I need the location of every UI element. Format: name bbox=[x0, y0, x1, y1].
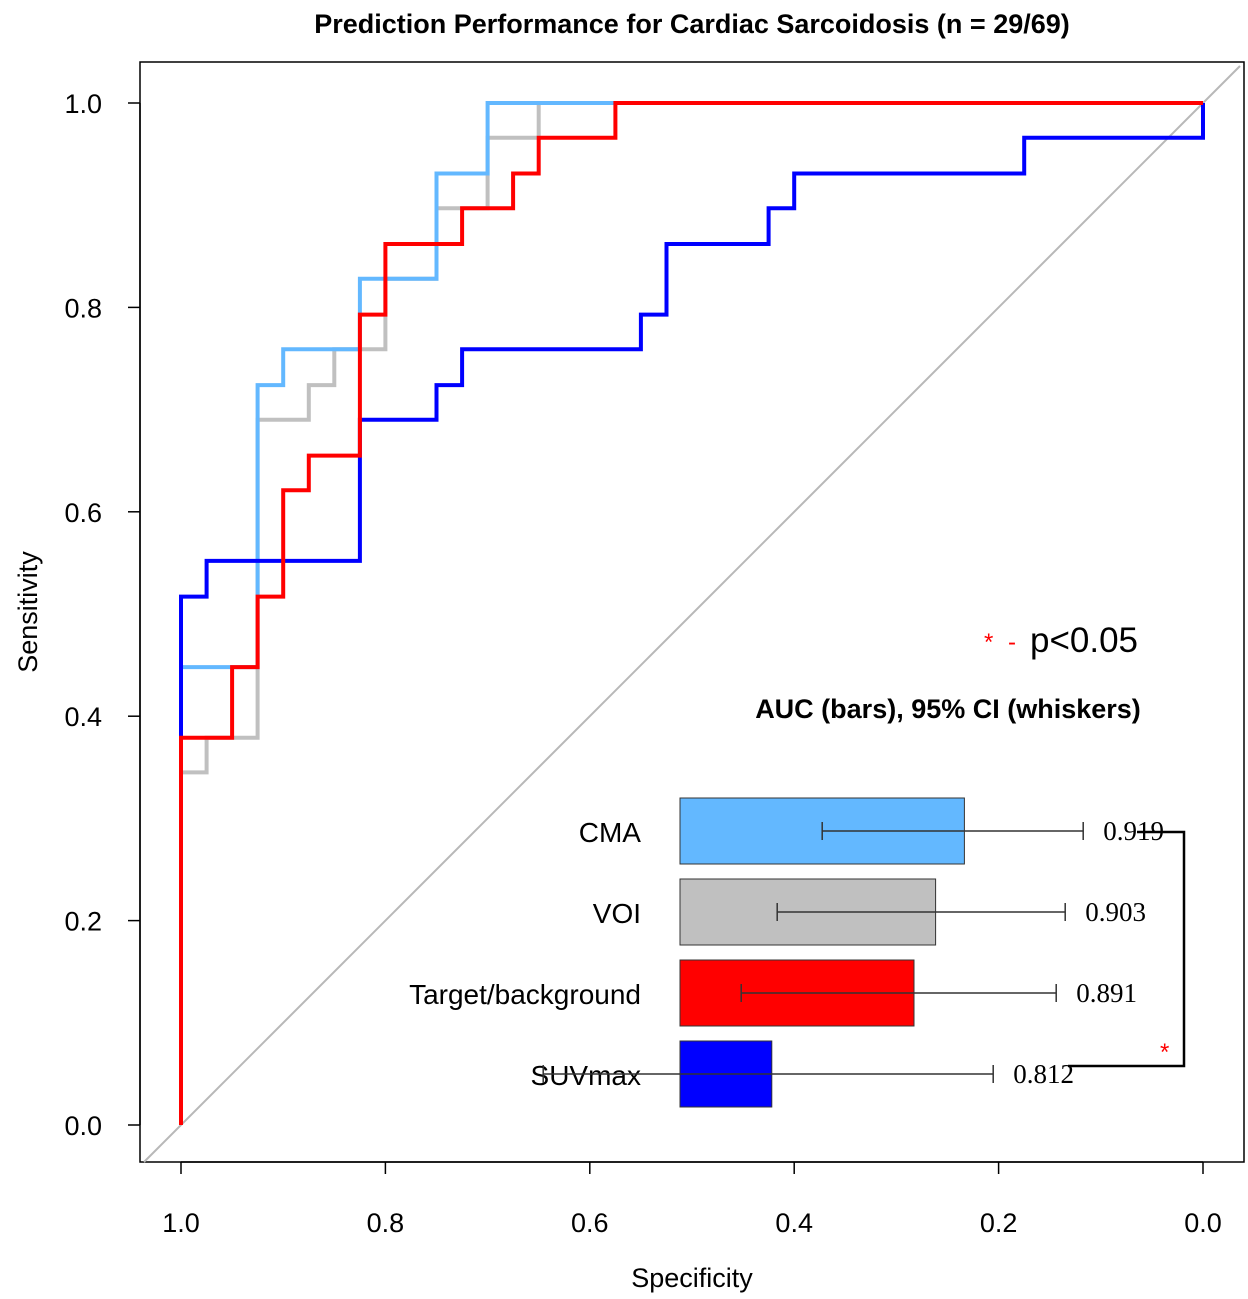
y-tick-label: 0.0 bbox=[64, 1111, 102, 1141]
auc-bar-label-cma: CMA bbox=[579, 817, 642, 848]
y-tick-label: 0.2 bbox=[64, 907, 102, 937]
x-axis: 1.0 0.8 0.6 0.4 0.2 0.0 bbox=[162, 1161, 1222, 1238]
auc-value-voi: 0.903 bbox=[1085, 897, 1146, 927]
x-tick-label: 0.6 bbox=[571, 1208, 609, 1238]
auc-bar-label-voi: VOI bbox=[593, 898, 641, 929]
x-tick-label: 0.4 bbox=[775, 1208, 813, 1238]
auc-bar-label-target-background: Target/background bbox=[409, 979, 641, 1010]
y-axis: 0.0 0.2 0.4 0.6 0.8 1.0 bbox=[64, 89, 141, 1141]
significance-star: * bbox=[1160, 1039, 1169, 1066]
y-tick-label: 1.0 bbox=[64, 89, 102, 119]
auc-value-target-background: 0.891 bbox=[1076, 978, 1137, 1008]
significance-bracket: * bbox=[1068, 830, 1186, 1068]
significance-legend-text: p<0.05 bbox=[1030, 621, 1138, 660]
auc-bar-label-suvmax: SUVmax bbox=[531, 1060, 641, 1091]
significance-legend-dash: - bbox=[1008, 629, 1016, 656]
auc-value-suvmax: 0.812 bbox=[1013, 1059, 1074, 1089]
roc-curve-target-background bbox=[179, 101, 1203, 1125]
y-tick-label: 0.6 bbox=[64, 498, 102, 528]
roc-curve-suvmax bbox=[179, 103, 1205, 1125]
x-tick-label: 0.8 bbox=[367, 1208, 405, 1238]
y-tick-label: 0.8 bbox=[64, 293, 102, 323]
chart-title: Prediction Performance for Cardiac Sarco… bbox=[314, 9, 1070, 39]
roc-curves bbox=[179, 101, 1205, 1125]
x-tick-label: 1.0 bbox=[162, 1208, 200, 1238]
x-axis-title: Specificity bbox=[631, 1263, 753, 1293]
inset-title: AUC (bars), 95% CI (whiskers) bbox=[755, 694, 1141, 724]
y-tick-label: 0.4 bbox=[64, 702, 102, 732]
significance-bracket-line bbox=[1068, 830, 1186, 1068]
x-tick-label: 0.2 bbox=[980, 1208, 1018, 1238]
y-axis-title: Sensitivity bbox=[13, 551, 43, 673]
x-tick-label: 0.0 bbox=[1184, 1208, 1222, 1238]
significance-legend-star: * bbox=[984, 629, 993, 656]
reference-diagonal bbox=[143, 65, 1241, 1163]
